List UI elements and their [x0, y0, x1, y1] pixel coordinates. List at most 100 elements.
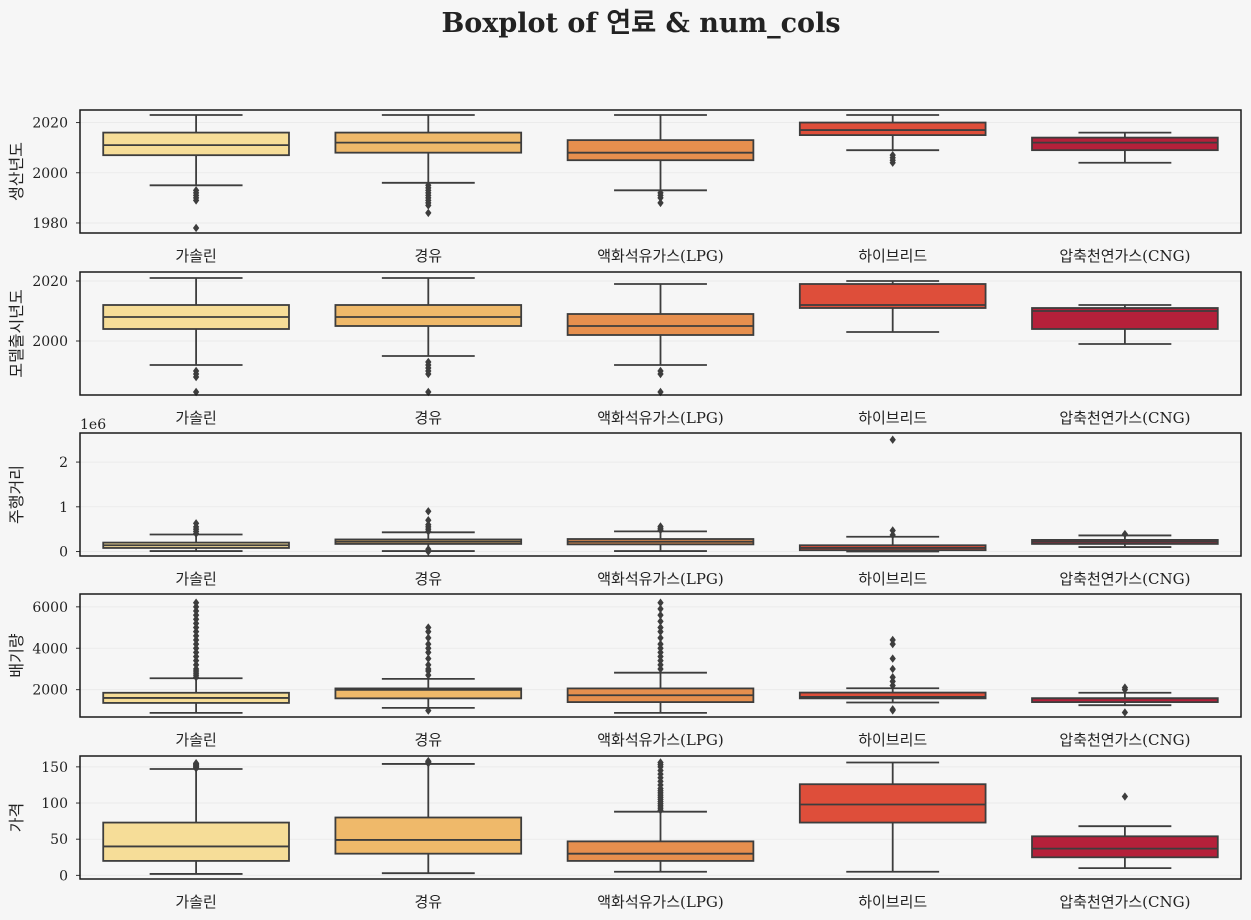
outlier-point: [425, 201, 432, 210]
outlier-point: [425, 387, 432, 397]
y-tick-label: 4000: [32, 641, 68, 657]
iqr-box: [334, 687, 523, 700]
outlier-point: [657, 598, 664, 607]
y-tick-label: 2020: [32, 274, 68, 290]
iqr-box: [1031, 307, 1219, 330]
x-tick-label: 하이브리드: [858, 409, 927, 427]
outlier-point: [192, 372, 200, 382]
x-tick-label: 압축천연가스(CNG): [1059, 731, 1190, 749]
outlier-point: [889, 635, 896, 645]
outlier-point: [889, 435, 896, 444]
x-tick-label: 가솔린: [175, 893, 216, 911]
box-5: [1031, 792, 1219, 870]
y-tick-label: 2000: [32, 683, 68, 699]
y-tick-label: 2: [59, 455, 68, 471]
outlier-point: [889, 705, 896, 714]
x-tick-label: 액화석유가스(LPG): [597, 247, 724, 265]
box-1: [102, 519, 290, 552]
outlier-point: [657, 633, 664, 643]
outlier-point: [425, 623, 432, 632]
iqr-box: [798, 121, 987, 137]
outlier-point: [192, 519, 200, 528]
x-tick-label: 압축천연가스(CNG): [1059, 570, 1190, 588]
box-3: [566, 114, 755, 208]
x-tick-label: 하이브리드: [858, 731, 927, 749]
y-tick-label: 1980: [32, 216, 68, 232]
box-4: [798, 114, 987, 167]
box-2: [334, 623, 523, 715]
outlier-point: [889, 158, 896, 167]
iqr-box: [102, 821, 290, 862]
outlier-point: [1121, 792, 1129, 801]
x-tick-label: 가솔린: [175, 570, 216, 588]
box-4: [798, 635, 987, 715]
box-3: [566, 522, 755, 552]
outlier-point: [425, 208, 432, 218]
outlier-point: [657, 610, 664, 620]
outlier-point: [192, 598, 200, 607]
outlier-point: [425, 706, 432, 715]
subplot-1: 1980 2000 2020 가솔린 경유 액화석유가스(LPG) 하이브리드 압축천연가스(…: [7, 109, 1242, 265]
iqr-box: [798, 283, 987, 309]
outlier-point: [889, 664, 896, 674]
outlier-point: [657, 604, 664, 614]
outlier-point: [657, 617, 664, 626]
x-tick-label: 하이브리드: [858, 247, 927, 265]
x-tick-label: 액화석유가스(LPG): [597, 409, 724, 427]
iqr-box: [1031, 835, 1219, 859]
plot-frame: [79, 109, 1242, 234]
y-tick-label: 2020: [32, 116, 68, 132]
outlier-point: [425, 654, 432, 663]
y-axis-label: 생산년도: [7, 142, 26, 201]
box-1: [102, 114, 290, 233]
x-tick-label: 하이브리드: [858, 893, 927, 911]
x-tick-label: 액화석유가스(LPG): [597, 731, 724, 749]
x-tick-label: 압축천연가스(CNG): [1059, 893, 1190, 911]
outlier-point: [657, 522, 664, 531]
x-tick-label: 경유: [414, 409, 442, 427]
subplot-3: 0 1 2 가솔린 경유 액화석유가스(LPG) 하이브리드 압축천연가스(CNG) 주행거리 1…: [7, 417, 1242, 588]
plot-frame: [79, 593, 1242, 718]
box-5: [1031, 529, 1219, 548]
y-tick-label: 2000: [32, 166, 68, 182]
x-tick-label: 압축천연가스(CNG): [1059, 409, 1190, 427]
outlier-point: [192, 196, 200, 205]
outlier-point: [657, 198, 664, 208]
subplot-5: 0 50 100 150 가솔린 경유 액화석유가스(LPG) 하이브리드 압축천연가스(CNG…: [7, 755, 1242, 911]
y-axis-label: 가격: [7, 803, 26, 832]
outlier-point: [192, 387, 200, 397]
x-tick-label: 압축천연가스(CNG): [1059, 247, 1190, 265]
x-tick-label: 가솔린: [175, 731, 216, 749]
plot-frame: [79, 432, 1242, 557]
y-tick-label: 100: [41, 796, 68, 812]
outlier-point: [1121, 683, 1129, 692]
iqr-box: [798, 691, 987, 700]
box-4: [798, 435, 987, 553]
y-tick-label: 1: [59, 500, 68, 516]
y-axis-label: 배기량: [7, 633, 26, 677]
plot-frame: [79, 271, 1242, 396]
x-tick-label: 경유: [414, 247, 442, 265]
outlier-point: [657, 623, 664, 632]
box-5: [1031, 683, 1219, 717]
box-2: [334, 756, 523, 875]
box-3: [566, 598, 755, 714]
outlier-point: [1121, 708, 1129, 717]
axis-offset-text: 1e6: [80, 417, 106, 433]
subplot-4: 2000 4000 6000 가솔린 경유 액화석유가스(LPG) 하이브리드 압축천연가스(…: [7, 593, 1242, 749]
outlier-point: [657, 369, 664, 379]
y-tick-label: 150: [41, 760, 68, 776]
outlier-point: [425, 639, 432, 649]
figure-title: Boxplot of 연료 & num_cols: [441, 8, 840, 39]
outlier-point: [657, 387, 664, 397]
subplot-2: 2000 2020 가솔린 경유 액화석유가스(LPG) 하이브리드 압축천연가스(CNG)…: [7, 271, 1242, 427]
y-tick-label: 0: [59, 545, 68, 561]
x-tick-label: 액화석유가스(LPG): [597, 893, 724, 911]
box-5: [1031, 304, 1219, 345]
outlier-point: [889, 654, 896, 663]
x-tick-label: 가솔린: [175, 409, 216, 427]
outlier-point: [425, 633, 432, 643]
box-3: [566, 758, 755, 873]
